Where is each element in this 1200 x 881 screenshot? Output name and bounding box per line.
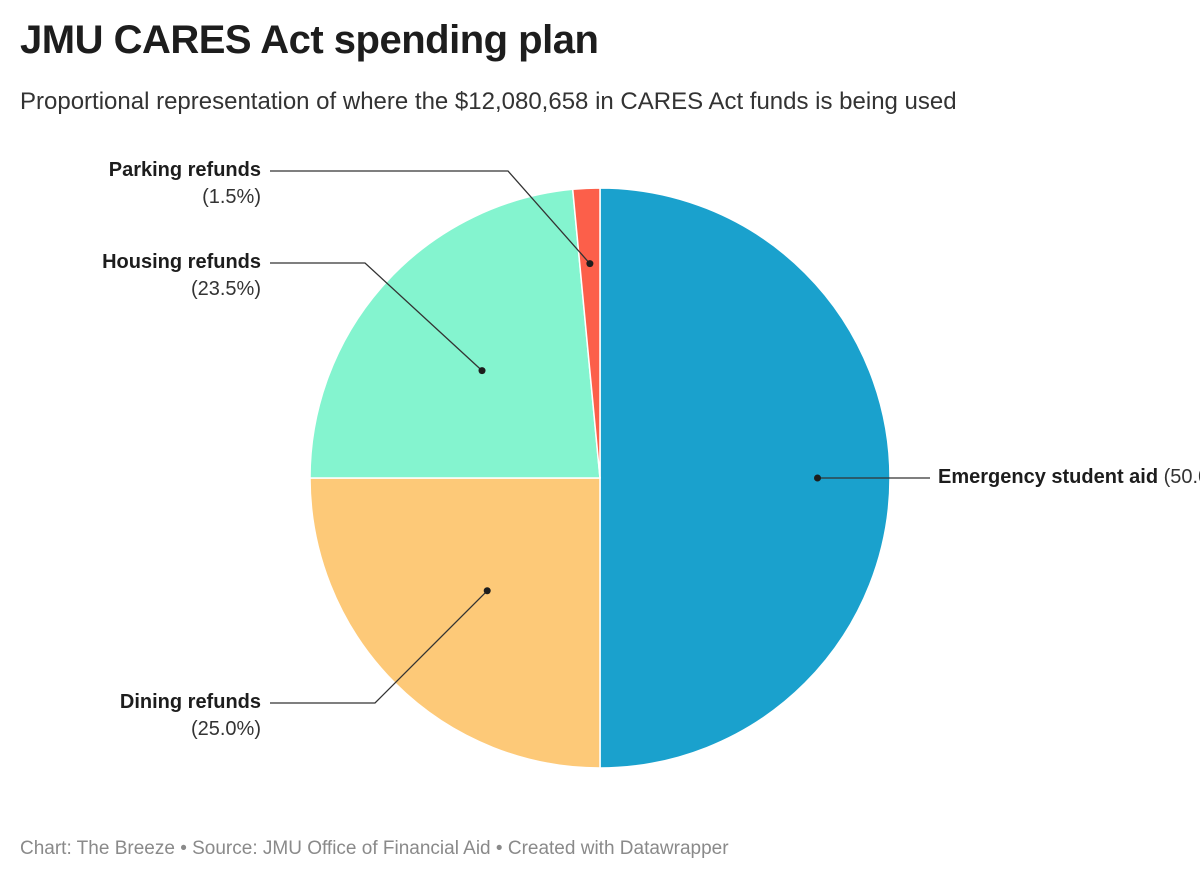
chart-footer: Chart: The Breeze • Source: JMU Office o… [20,838,729,860]
leader-line-housing-refunds [270,262,483,372]
slice-label-value: (25.0%) [190,718,261,740]
leader-lines [270,170,930,704]
footer-separator: • [495,838,503,859]
slice-label-value: (1.5%) [202,186,261,208]
slice-label-name: Emergency student aid [938,466,1159,488]
label-dining-refunds: Dining refunds (25.0%) [120,689,261,743]
footer-credit: Chart: The Breeze [20,838,175,859]
slice-label-name: Dining refunds [119,691,261,713]
label-parking-refunds: Parking refunds (1.5%) [109,157,261,211]
leader-dot-parking-refunds [586,260,594,268]
pie-slice-parking-refunds[interactable] [571,187,601,479]
slice-label-name: Housing refunds [102,251,261,273]
slice-label-value: (50.0%) [1163,466,1200,488]
leader-line-parking-refunds [270,170,591,265]
leader-dot-dining-refunds [483,587,491,595]
leader-dot-emergency-student-aid [814,474,821,482]
slice-label-name: Parking refunds [108,159,261,181]
chart-title: JMU CARES Act spending plan [20,18,599,62]
footer-source: Source: JMU Office of Financial Aid [192,838,491,859]
chart-subtitle: Proportional representation of where the… [20,88,957,115]
pie-slice-housing-refunds[interactable] [309,188,601,479]
label-emergency-student-aid: Emergency student aid (50.0%) [938,464,1200,491]
leader-dot-housing-refunds [478,367,486,375]
footer-separator: • [180,838,187,859]
slice-label-value: (23.5%) [190,278,261,300]
datawrapper-link[interactable]: Created with Datawrapper [507,838,729,859]
label-housing-refunds: Housing refunds (23.5%) [102,249,261,303]
leader-line-dining-refunds [270,590,488,704]
